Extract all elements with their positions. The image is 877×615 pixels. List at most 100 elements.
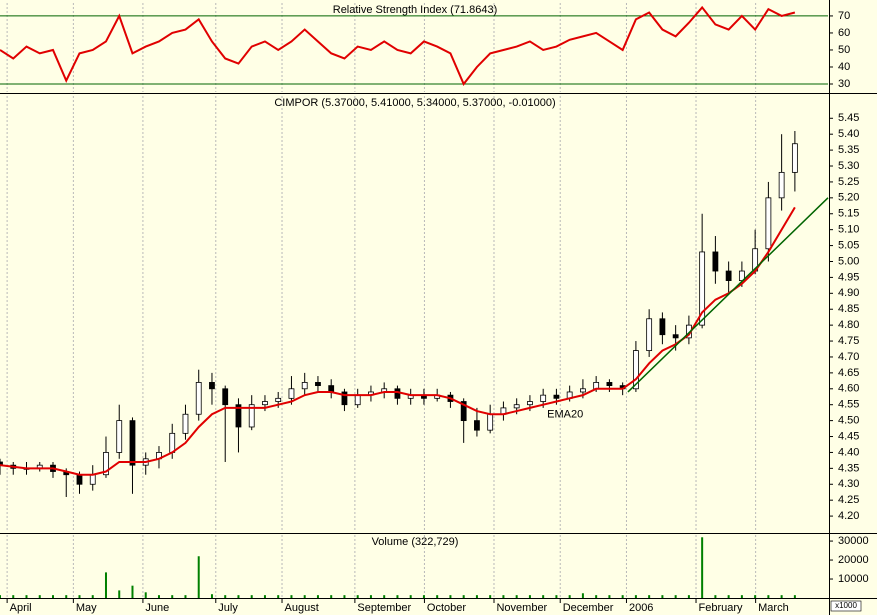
candle-body xyxy=(248,404,255,428)
volume-bar xyxy=(25,595,28,598)
volume-bar xyxy=(674,595,677,598)
x-tick-label: 2006 xyxy=(629,602,653,614)
x-tick-label: July xyxy=(218,602,238,614)
y-tick-label: 30 xyxy=(838,78,850,90)
candle-body xyxy=(527,401,533,406)
y-tick-label: 5.40 xyxy=(838,128,859,140)
volume-bar xyxy=(422,595,425,598)
volume-bar xyxy=(303,595,306,598)
x-tick-label: October xyxy=(427,602,466,614)
volume-bar xyxy=(648,595,651,598)
volume-bar xyxy=(793,595,796,598)
volume-bar xyxy=(621,595,624,598)
volume-bar xyxy=(780,595,783,598)
candle-body xyxy=(129,420,136,466)
volume-bar xyxy=(396,595,399,598)
y-tick-label: 5.20 xyxy=(838,192,859,204)
y-tick-label: 40 xyxy=(838,61,850,73)
volume-bar xyxy=(528,595,531,598)
volume-bar xyxy=(701,537,704,598)
candle-body xyxy=(354,394,361,406)
candle-body xyxy=(103,452,109,476)
candle-body xyxy=(262,401,268,406)
candle-body xyxy=(116,420,123,453)
volume-bar xyxy=(727,595,730,598)
volume-bar xyxy=(224,595,227,598)
volume-bar xyxy=(250,595,253,598)
volume-bar xyxy=(767,595,770,598)
candle-body xyxy=(778,171,785,199)
y-tick-label: 5.45 xyxy=(838,112,859,124)
candle-body xyxy=(288,388,295,399)
x-tick-label: February xyxy=(699,602,744,614)
volume-bar xyxy=(555,595,558,598)
x-tick-label: September xyxy=(357,602,411,614)
x-tick-label: December xyxy=(563,602,614,614)
y-tick-label: 4.95 xyxy=(838,271,859,283)
trend-line xyxy=(627,197,829,393)
candle-body xyxy=(580,388,586,393)
plot-layer: 30 40 50 60 70 Relative Strength Index (71.86… xyxy=(0,3,869,614)
volume-bar xyxy=(104,572,107,598)
candle-body xyxy=(0,461,3,466)
volume-bar xyxy=(462,595,465,598)
candle-body xyxy=(301,382,308,390)
volume-bar xyxy=(210,594,213,598)
panel-title: CIMPOR (5.37000, 5.41000, 5.34000, 5.370… xyxy=(274,97,555,109)
volume-bar xyxy=(78,595,81,598)
volume-bar xyxy=(661,595,664,598)
x-tick-label: March xyxy=(758,602,789,614)
candle-body xyxy=(672,334,679,339)
y-tick-label: 4.20 xyxy=(838,510,859,522)
volume-bar xyxy=(91,595,94,598)
y-tick-label: 5.30 xyxy=(838,160,859,172)
candle-body xyxy=(474,420,480,431)
candle-body xyxy=(791,143,798,173)
y-tick-label: 4.90 xyxy=(838,287,859,299)
volume-bar xyxy=(449,595,452,598)
volume-bar xyxy=(542,595,545,598)
y-tick-label: 10000 xyxy=(838,573,869,585)
x-tick-label: August xyxy=(285,602,319,614)
candle-body xyxy=(540,394,547,402)
y-tick-label: 5.15 xyxy=(838,208,859,220)
volume-bar xyxy=(184,595,187,598)
unit-box xyxy=(830,600,862,612)
y-tick-label: 5.25 xyxy=(838,176,859,188)
volume-bar xyxy=(65,595,68,598)
candle-body xyxy=(487,413,494,431)
volume-bar xyxy=(687,595,690,598)
y-tick-label: 4.30 xyxy=(838,478,859,490)
volume-bar xyxy=(343,595,346,598)
candle-body xyxy=(89,474,96,485)
x-tick-label: November xyxy=(496,602,547,614)
y-tick-label: 4.60 xyxy=(838,383,859,395)
candle-body xyxy=(315,382,321,387)
volume-bar xyxy=(0,595,1,598)
y-tick-label: 20000 xyxy=(838,554,869,566)
candle-body xyxy=(182,413,189,434)
candle-body xyxy=(222,388,229,406)
series-label: EMA20 xyxy=(547,409,583,421)
candle-body xyxy=(699,251,706,326)
candle-body xyxy=(725,270,732,281)
y-tick-label: 60 xyxy=(838,27,850,39)
volume-bar xyxy=(118,590,121,598)
x-tick-label: April xyxy=(10,602,32,614)
volume-bar xyxy=(330,595,333,598)
candle-body xyxy=(633,350,639,390)
volume-bar xyxy=(515,595,518,598)
candle-body xyxy=(235,404,242,428)
volume-bar xyxy=(634,595,637,598)
y-tick-label: 5.00 xyxy=(838,255,859,267)
volume-bar xyxy=(740,595,743,598)
volume-bar xyxy=(51,595,54,598)
y-tick-label: 4.55 xyxy=(838,399,859,411)
volume-bar xyxy=(197,556,200,598)
candle-body xyxy=(659,318,666,336)
volume-bar xyxy=(237,595,240,598)
y-tick-label: 70 xyxy=(838,10,850,22)
